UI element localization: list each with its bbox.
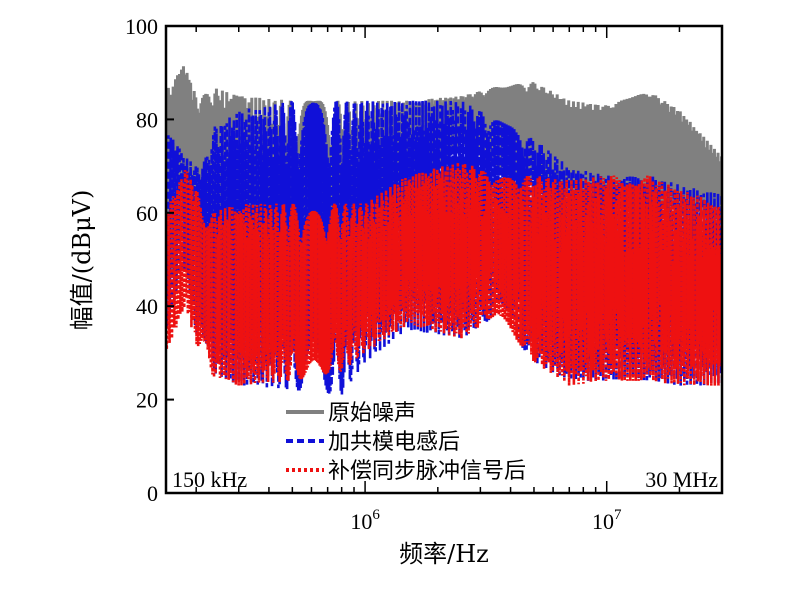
y-tick-label: 0: [147, 481, 158, 506]
x-tick-label: 106: [350, 507, 380, 534]
legend: 原始噪声 加共模电感后 补偿同步脉冲信号后: [286, 401, 526, 484]
plot-area: [166, 66, 722, 395]
series-line-sync-pulse: [166, 162, 722, 386]
legend-label-original-noise: 原始噪声: [328, 401, 416, 426]
x-axis: 106 107: [195, 26, 723, 534]
y-tick-label: 100: [125, 14, 158, 39]
x-min-label: 150 kHz: [172, 467, 247, 492]
y-tick-label: 20: [136, 388, 158, 413]
x-max-label: 30 MHz: [645, 467, 718, 492]
plot-frame: [164, 24, 724, 495]
legend-label-cm-inductor: 加共模电感后: [328, 430, 460, 455]
y-tick-label: 60: [136, 201, 158, 226]
series-layer: [166, 66, 722, 395]
y-axis: 0 20 40 60 80 100: [125, 14, 174, 506]
legend-label-sync-pulse: 补偿同步脉冲信号后: [328, 459, 526, 484]
y-tick-label: 40: [136, 294, 158, 319]
x-tick-label: 107: [592, 507, 622, 534]
x-axis-title: 频率/Hz: [399, 540, 489, 568]
y-axis-title: 幅值/(dBμV): [68, 190, 96, 331]
y-tick-label: 80: [136, 107, 158, 132]
